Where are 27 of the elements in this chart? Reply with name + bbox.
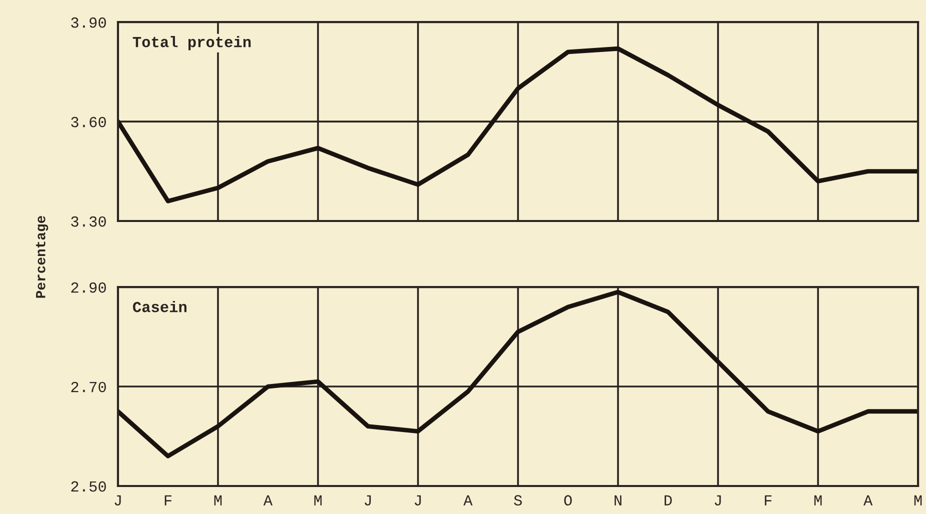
y-tick-label: 2.90 — [71, 282, 106, 293]
x-tick-label: J — [714, 495, 721, 506]
x-tick-label: D — [664, 495, 672, 506]
y-tick-label: 3.90 — [71, 17, 106, 28]
y-tick-label: 3.30 — [71, 216, 106, 227]
x-tick-label: M — [814, 495, 822, 506]
x-tick-label: A — [463, 495, 473, 506]
text: Casein — [132, 300, 186, 312]
x-tick-label: F — [164, 495, 172, 506]
x-tick-label: S — [514, 495, 522, 506]
line-series — [118, 290, 918, 458]
x-tick-label: N — [614, 495, 622, 506]
x-tick-label: F — [764, 495, 772, 506]
y-tick-label: 2.50 — [71, 481, 106, 492]
x-tick-label: M — [314, 495, 322, 506]
x-tick-label: J — [364, 495, 371, 506]
y-tick-label: 2.70 — [71, 382, 106, 392]
x-tick-label: A — [263, 495, 273, 506]
text: Total protein — [132, 36, 251, 50]
x-tick-label: A — [863, 495, 873, 506]
x-tick-label: M — [914, 495, 922, 506]
x-tick-label: M — [214, 495, 222, 506]
y-tick-label: 3.60 — [71, 116, 106, 128]
x-tick-label: J — [114, 495, 121, 506]
y-axis-title: Percentage — [36, 216, 48, 298]
x-tick-label: O — [564, 495, 572, 506]
x-tick-label: J — [414, 495, 421, 506]
